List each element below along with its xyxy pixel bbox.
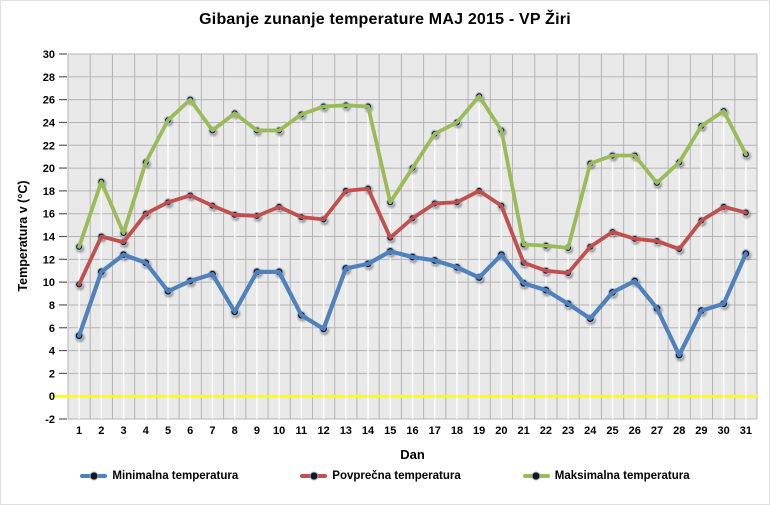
svg-text:4: 4 — [143, 425, 150, 437]
x-axis-labels: 1 2 3 4 5 6 7 8 9 10 11 12 13 14 15 16 17 18 19 20 21 22 23 24 2… — [76, 425, 752, 437]
series-max-line — [77, 94, 748, 250]
legend-marker-min-icon — [80, 471, 108, 481]
svg-text:0: 0 — [49, 391, 55, 403]
svg-text:20: 20 — [495, 425, 507, 437]
svg-text:27: 27 — [651, 425, 663, 437]
svg-text:1: 1 — [76, 425, 82, 437]
legend-marker-avg-icon — [300, 471, 328, 481]
svg-text:6: 6 — [49, 323, 55, 335]
svg-text:21: 21 — [518, 425, 530, 437]
svg-text:10: 10 — [43, 277, 55, 289]
svg-text:25: 25 — [606, 425, 618, 437]
svg-text:29: 29 — [695, 425, 707, 437]
svg-text:22: 22 — [43, 140, 55, 152]
chart-title: Gibanje zunanje temperature MAJ 2015 - V… — [199, 11, 571, 28]
svg-text:19: 19 — [473, 425, 485, 437]
svg-text:3: 3 — [121, 425, 127, 437]
svg-text:6: 6 — [187, 425, 193, 437]
svg-text:18: 18 — [43, 186, 55, 198]
legend: Minimalna temperatura Povprečna temperat… — [1, 470, 769, 482]
svg-text:10: 10 — [273, 425, 285, 437]
legend-item-max: Maksimalna temperatura — [522, 470, 690, 482]
svg-text:8: 8 — [49, 300, 55, 312]
svg-text:26: 26 — [629, 425, 641, 437]
legend-marker-max-icon — [522, 471, 550, 481]
svg-text:20: 20 — [43, 163, 55, 175]
legend-label-min: Minimalna temperatura — [112, 470, 239, 482]
svg-text:16: 16 — [406, 425, 418, 437]
svg-text:-2: -2 — [45, 414, 55, 426]
svg-text:30: 30 — [43, 49, 55, 61]
svg-text:28: 28 — [43, 72, 55, 84]
legend-item-min: Minimalna temperatura — [80, 470, 238, 482]
svg-text:11: 11 — [296, 425, 308, 437]
legend-label-max: Maksimalna temperatura — [554, 470, 690, 482]
svg-text:13: 13 — [340, 425, 352, 437]
svg-text:30: 30 — [718, 425, 730, 437]
svg-text:26: 26 — [43, 95, 55, 107]
svg-text:22: 22 — [540, 425, 552, 437]
svg-text:16: 16 — [43, 209, 55, 221]
series-min-line — [77, 249, 748, 358]
svg-text:8: 8 — [232, 425, 238, 437]
svg-text:4: 4 — [49, 346, 56, 358]
svg-text:12: 12 — [43, 254, 55, 266]
svg-text:28: 28 — [673, 425, 685, 437]
y-axis-title: Temperatura v (°C) — [16, 180, 30, 292]
legend-item-avg: Povprečna temperatura — [300, 470, 461, 482]
svg-text:2: 2 — [98, 425, 104, 437]
svg-text:14: 14 — [362, 425, 375, 437]
svg-text:2: 2 — [49, 368, 55, 380]
svg-text:18: 18 — [451, 425, 463, 437]
svg-text:14: 14 — [43, 232, 56, 244]
svg-text:24: 24 — [584, 425, 597, 437]
y-axis-ticks — [59, 53, 67, 420]
svg-text:24: 24 — [43, 117, 56, 129]
legend-label-avg: Povprečna temperatura — [332, 470, 461, 482]
x-axis-title: Dan — [400, 447, 425, 462]
svg-text:15: 15 — [384, 425, 396, 437]
series-avg-line — [77, 186, 748, 287]
svg-text:9: 9 — [254, 425, 260, 437]
svg-text:31: 31 — [740, 425, 752, 437]
svg-text:17: 17 — [429, 425, 441, 437]
svg-text:5: 5 — [165, 425, 171, 437]
svg-text:23: 23 — [562, 425, 574, 437]
svg-text:7: 7 — [209, 425, 215, 437]
svg-text:12: 12 — [317, 425, 329, 437]
